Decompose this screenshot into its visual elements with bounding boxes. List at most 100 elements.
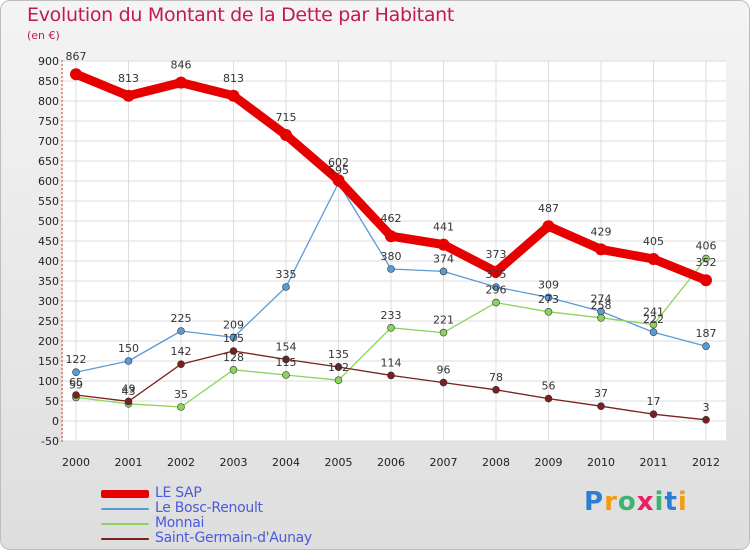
data-point [72, 368, 80, 377]
y-tick-label: 500 [38, 215, 59, 228]
logo-letter: o [617, 487, 637, 517]
data-label: 595 [328, 164, 349, 177]
data-label: 56 [542, 380, 556, 393]
y-tick-label: 650 [38, 155, 59, 168]
logo-letter: i [654, 487, 665, 517]
logo-letter: x [636, 487, 655, 517]
data-point [700, 274, 712, 287]
legend-item: LE SAP [101, 485, 361, 501]
data-label: 715 [276, 111, 297, 124]
data-label: 102 [328, 361, 349, 374]
data-label: 309 [538, 278, 559, 291]
legend-swatch [101, 538, 149, 540]
y-tick-label: 600 [38, 175, 59, 188]
data-point [229, 347, 238, 355]
data-label: 374 [433, 252, 454, 265]
data-point [702, 415, 710, 424]
data-label: 258 [591, 299, 612, 312]
data-point [595, 243, 607, 256]
data-point [544, 394, 553, 403]
data-point [439, 328, 448, 337]
legend-label: Monnai [155, 515, 205, 531]
data-point [387, 371, 395, 380]
y-tick-label: 150 [38, 355, 59, 368]
x-tick-label: 2011 [640, 456, 668, 469]
data-label: 187 [696, 327, 717, 340]
chart-title: Evolution du Montant de la Dette par Hab… [27, 4, 455, 26]
data-label: 122 [66, 353, 87, 366]
y-tick-label: 800 [38, 95, 59, 108]
y-tick-label: -50 [41, 435, 59, 448]
data-point [597, 313, 605, 322]
data-point [649, 320, 658, 329]
proxiti-logo: Proxiti [584, 487, 688, 517]
data-label: 233 [381, 309, 402, 322]
data-label: 37 [594, 387, 608, 400]
y-tick-label: 50 [45, 395, 59, 408]
data-label: 487 [538, 202, 559, 215]
x-tick-label: 2006 [377, 456, 405, 469]
y-tick-label: 0 [52, 415, 59, 428]
legend-swatch [101, 490, 149, 498]
data-label: 35 [174, 388, 188, 401]
x-tick-label: 2005 [325, 456, 353, 469]
data-label: 441 [433, 221, 454, 234]
data-label: 175 [223, 332, 244, 345]
data-label: 429 [591, 225, 612, 238]
data-point [334, 376, 343, 385]
data-point [70, 68, 82, 81]
y-tick-label: 250 [38, 315, 59, 328]
y-tick-label: 400 [38, 255, 59, 268]
data-label: 96 [437, 364, 451, 377]
data-point [282, 371, 290, 379]
data-label: 406 [696, 240, 717, 253]
chart-unit-label: (en €) [27, 29, 60, 42]
x-tick-label: 2012 [692, 456, 720, 469]
legend-swatch [101, 523, 149, 525]
x-tick-label: 2000 [62, 456, 90, 469]
legend-label: Saint-Germain-d'Aunay [155, 530, 312, 546]
data-label: 296 [486, 284, 507, 297]
data-label: 462 [381, 212, 402, 225]
data-label: 128 [223, 351, 244, 364]
data-point [177, 327, 185, 335]
data-label: 135 [328, 348, 349, 361]
data-label: 813 [118, 72, 139, 85]
logo-letter: r [604, 487, 618, 517]
y-tick-label: 700 [38, 135, 59, 148]
data-label: 813 [223, 72, 244, 85]
data-point [439, 378, 448, 387]
data-point [177, 403, 185, 411]
y-tick-label: 350 [38, 275, 59, 288]
data-label: 114 [381, 356, 402, 369]
data-label: 3 [703, 401, 710, 414]
data-point [490, 265, 502, 278]
data-point [282, 355, 290, 364]
data-point [544, 307, 553, 316]
data-point [122, 89, 135, 102]
x-tick-label: 2004 [272, 456, 300, 469]
data-label: 380 [381, 250, 402, 263]
data-point [649, 328, 658, 337]
data-label: 65 [69, 376, 83, 389]
y-tick-label: 300 [38, 295, 59, 308]
data-point [597, 402, 605, 411]
y-tick-label: 450 [38, 235, 59, 248]
chart-legend: LE SAP Le Bosc-Renoult Monnai Saint-Germain… [101, 485, 361, 546]
data-label: 78 [489, 371, 503, 384]
logo-letter: P [584, 487, 605, 517]
data-point [334, 363, 343, 371]
data-label: 59 [69, 378, 83, 391]
data-point [124, 397, 133, 406]
x-tick-label: 2001 [115, 456, 143, 469]
data-label: 142 [171, 345, 192, 358]
y-tick-label: 750 [38, 115, 59, 128]
y-tick-label: 900 [38, 55, 59, 68]
data-label: 241 [643, 306, 664, 319]
data-point [544, 293, 553, 302]
data-point [229, 333, 238, 342]
data-label: 352 [696, 256, 717, 269]
data-label: 335 [486, 268, 507, 281]
